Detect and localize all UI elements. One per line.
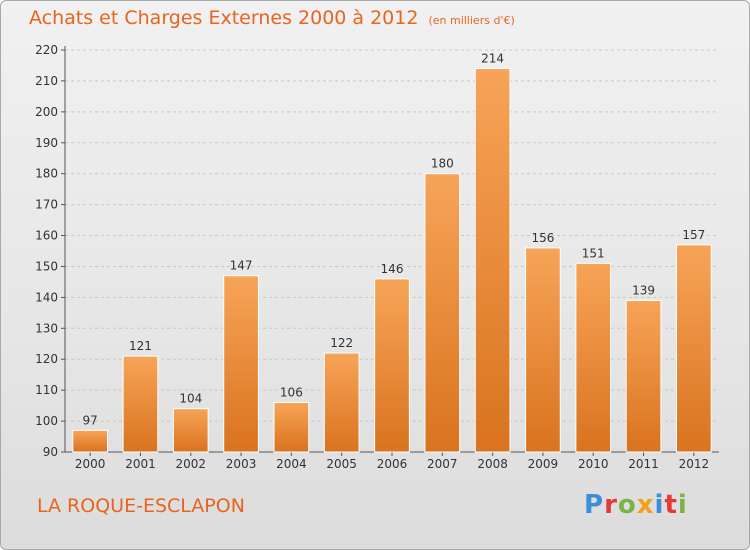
chart-title: Achats et Charges Externes 2000 à 2012 (e… (29, 7, 515, 29)
y-tick-label: 210 (35, 74, 58, 88)
data-label: 104 (179, 392, 202, 406)
logo-letter: i (654, 490, 665, 520)
y-tick-label: 90 (43, 445, 58, 459)
x-tick-label: 2003 (226, 457, 257, 471)
y-tick-label: 160 (35, 229, 58, 243)
bar (424, 173, 461, 453)
bar (675, 244, 712, 453)
y-tick-label: 200 (35, 105, 58, 119)
x-tick-labels: 2000 2001 2002 2003 2004 2005 2006 2007 2008 2009… (75, 457, 709, 471)
y-tick-label: 150 (35, 259, 58, 273)
bar (122, 355, 159, 453)
x-tick-label: 2005 (326, 457, 357, 471)
x-tick-label: 2006 (377, 457, 408, 471)
x-tick-label: 2012 (679, 457, 710, 471)
logo-letter: r (604, 490, 618, 520)
x-tick-label: 2009 (528, 457, 559, 471)
data-label: 180 (431, 157, 454, 171)
data-label: 157 (682, 228, 705, 242)
x-tick-label: 2004 (276, 457, 307, 471)
y-tick-label: 180 (35, 167, 58, 181)
bar (72, 429, 109, 453)
x-tick-label: 2000 (75, 457, 106, 471)
bar (273, 402, 310, 453)
data-label: 146 (381, 262, 404, 276)
bar (575, 262, 612, 453)
x-tick-label: 2007 (427, 457, 458, 471)
logo-letter: P (584, 490, 605, 520)
data-label: 122 (330, 336, 353, 350)
y-tick-label: 170 (35, 198, 58, 212)
data-label: 147 (230, 259, 253, 273)
data-label: 139 (632, 283, 655, 297)
bar (525, 247, 561, 453)
x-tick-label: 2010 (578, 457, 609, 471)
y-tick-label: 220 (35, 43, 58, 57)
data-label: 156 (531, 231, 554, 245)
logo-letter: o (617, 490, 637, 520)
bar (374, 278, 410, 453)
logo-letter: t (664, 490, 678, 520)
x-tick-label: 2011 (628, 457, 659, 471)
bar (625, 299, 662, 453)
commune-name: LA ROQUE-ESCLAPON (37, 495, 245, 517)
y-tick-label: 130 (35, 321, 58, 335)
x-tick-label: 2002 (175, 457, 206, 471)
chart-subtitle: (en milliers d'€) (428, 14, 515, 27)
y-tick-labels: 90 100 110 120 130 140 150 160 170 180 190 200 210 22… (35, 43, 58, 459)
y-tick-label: 100 (35, 414, 58, 428)
y-tick-label: 120 (35, 352, 58, 366)
data-label: 121 (129, 339, 152, 353)
y-tick-label: 190 (35, 136, 58, 150)
y-tick-label: 110 (35, 383, 58, 397)
data-label: 97 (83, 413, 98, 427)
bar (323, 352, 360, 453)
data-label: 106 (280, 386, 303, 400)
x-tick-label: 2001 (125, 457, 156, 471)
x-tick-label: 2008 (477, 457, 508, 471)
bar (172, 408, 209, 453)
bar (223, 275, 259, 453)
data-label: 214 (481, 52, 504, 66)
bars (72, 68, 712, 453)
logo-letter: i (677, 490, 688, 520)
proxiti-logo[interactable]: Proxiti (584, 490, 688, 520)
logo-letter: x (636, 490, 655, 520)
data-labels: 97 121 104 147 106 122 146 180 214 156 151 139 157 (83, 52, 706, 428)
bar (474, 68, 511, 453)
y-tick-label: 140 (35, 290, 58, 304)
data-label: 151 (582, 246, 605, 260)
title-text: Achats et Charges Externes 2000 à 2012 (29, 7, 419, 29)
